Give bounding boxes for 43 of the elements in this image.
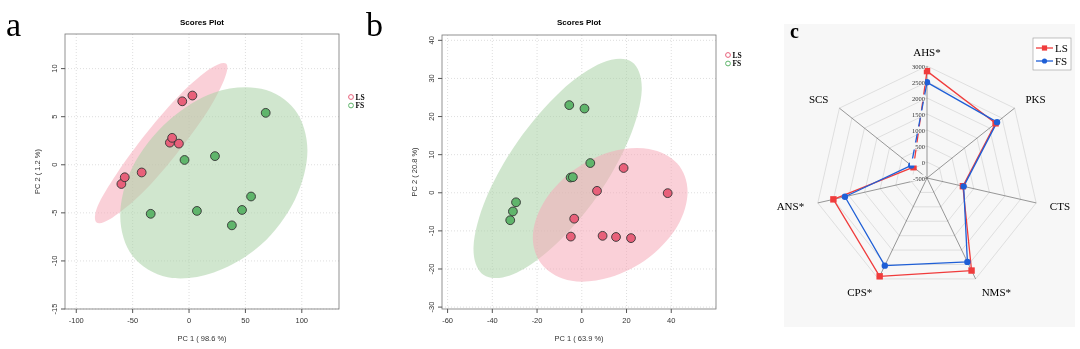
point [192, 206, 202, 216]
point [174, 138, 184, 149]
point [618, 163, 629, 173]
point [119, 172, 130, 183]
point [505, 215, 516, 226]
point [585, 158, 596, 168]
point [592, 186, 602, 196]
point [136, 167, 147, 178]
point [662, 188, 673, 198]
point [626, 233, 636, 243]
spoke-label: PKS [1025, 93, 1046, 106]
point [611, 232, 621, 242]
point [511, 197, 521, 208]
point [569, 213, 580, 224]
spoke-label: ANS* [776, 200, 805, 213]
point [508, 206, 518, 217]
point [145, 208, 156, 219]
point [237, 205, 247, 215]
point [210, 151, 220, 161]
point [564, 100, 575, 110]
point [179, 155, 190, 165]
spoke-label: NMS* [981, 285, 1012, 298]
chart-title: Scores Plot [179, 18, 225, 27]
text: c [790, 20, 799, 42]
point [260, 108, 271, 118]
point [597, 230, 608, 241]
spoke-label: SCS [808, 93, 829, 106]
point [116, 179, 127, 189]
point [246, 191, 256, 202]
point [565, 231, 576, 242]
point [177, 96, 188, 107]
point [187, 90, 198, 101]
spoke-label: AHS* [913, 46, 941, 58]
point [167, 133, 177, 143]
legend-label: FS [1055, 55, 1068, 67]
spoke-label: CPS* [847, 285, 873, 298]
point [579, 103, 590, 114]
point [227, 220, 237, 231]
text: a [6, 6, 22, 43]
chart-title: Scores Plot [556, 18, 602, 27]
text: b [366, 6, 383, 43]
legend-label: LS [1055, 42, 1068, 54]
spoke-label: CTS [1049, 200, 1071, 213]
